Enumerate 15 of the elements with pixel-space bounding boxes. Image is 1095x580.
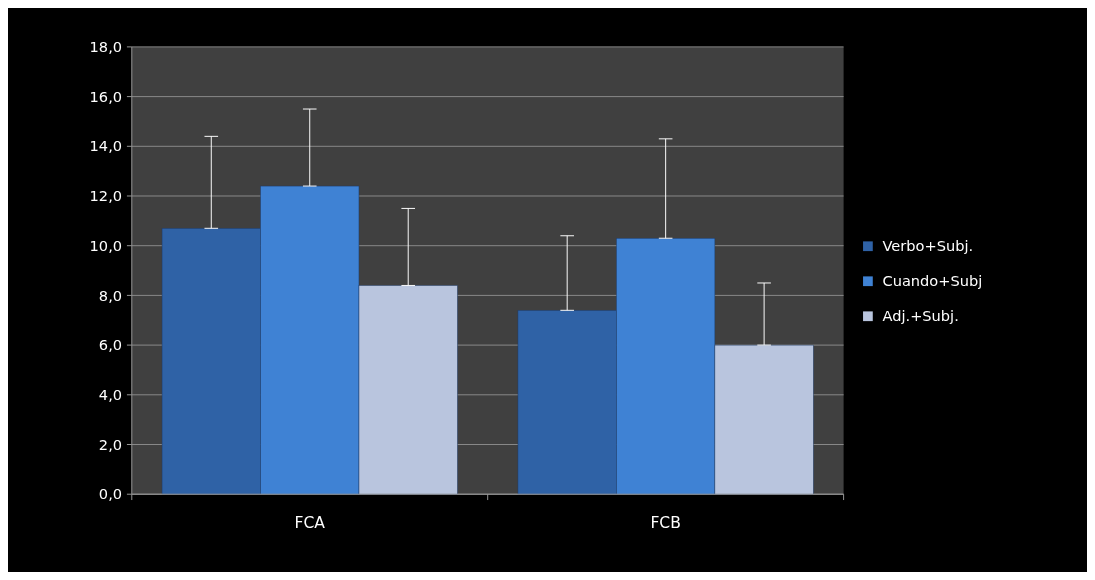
y-tick-label: 6,0 [98,336,123,354]
y-tick-label: 2,0 [98,435,123,453]
y-tick-label: 12,0 [89,187,123,205]
x-tick-label: FCB [650,514,681,533]
y-tick-label: 8,0 [98,286,123,304]
y-tick-label: 16,0 [89,87,123,105]
legend-label: Adj.+Subj. [882,307,959,325]
y-tick-label: 10,0 [89,236,123,254]
y-tick-label: 14,0 [89,137,123,155]
legend-label: Verbo+Subj. [882,237,974,255]
legend-label: Cuando+Subj [882,272,983,290]
y-tick-label: 18,0 [89,38,123,55]
y-tick-label: 0,0 [98,485,123,503]
x-tick-label: FCA [294,514,326,533]
y-tick-label: 4,0 [98,385,123,403]
